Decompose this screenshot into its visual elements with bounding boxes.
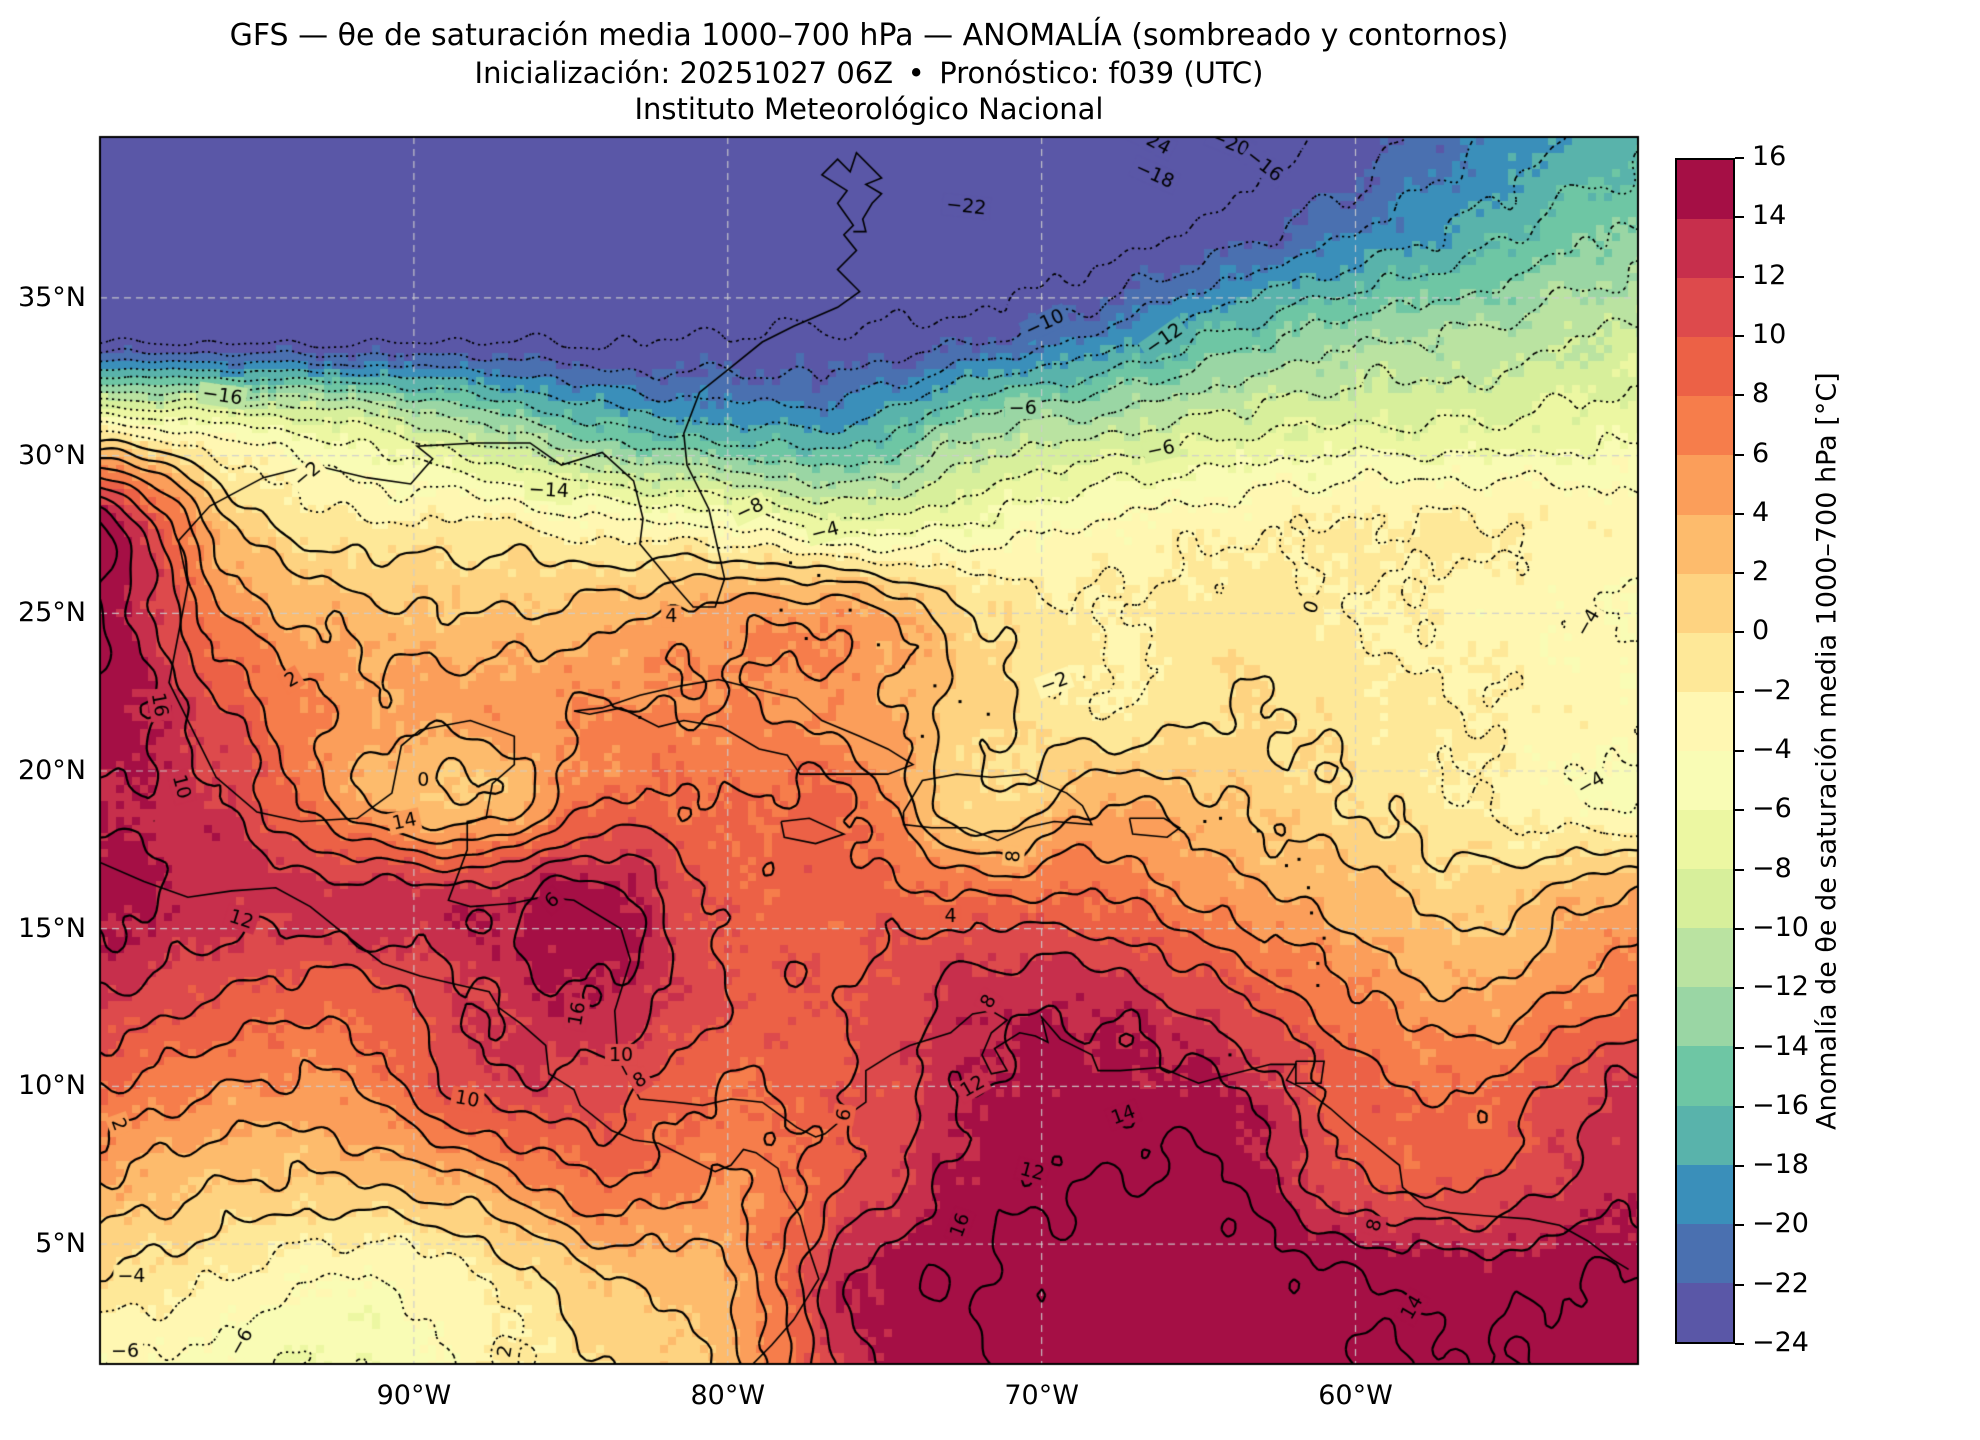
colorbar-tick-label: 6 <box>1752 437 1770 469</box>
colorbar-tick-label: −22 <box>1752 1267 1809 1299</box>
colorbar-tick-mark <box>1735 216 1744 219</box>
colorbar-tick-label: 14 <box>1752 200 1787 232</box>
colorbar-tick-label: 2 <box>1752 556 1770 588</box>
colorbar-segment <box>1677 160 1733 220</box>
x-tick-label: 60°W <box>1318 1380 1393 1411</box>
colorbar-tick-mark <box>1735 1283 1744 1286</box>
colorbar-segment <box>1677 337 1733 397</box>
colorbar-segment <box>1677 869 1733 929</box>
colorbar-segment <box>1677 750 1733 811</box>
colorbar <box>1675 158 1735 1344</box>
x-tick-label: 90°W <box>376 1380 452 1411</box>
colorbar-segment <box>1677 278 1733 338</box>
colorbar-tick-mark <box>1735 1343 1744 1345</box>
colorbar-segment <box>1677 219 1733 279</box>
colorbar-tick-mark <box>1735 394 1744 397</box>
colorbar-tick-mark <box>1735 631 1744 634</box>
colorbar-segment <box>1677 455 1733 515</box>
colorbar-tick-mark <box>1735 512 1744 515</box>
colorbar-segment <box>1677 632 1733 692</box>
colorbar-tick-label: −20 <box>1752 1208 1809 1240</box>
colorbar-segment <box>1677 1282 1733 1342</box>
colorbar-segment <box>1677 1046 1733 1106</box>
colorbar-tick-label: −24 <box>1752 1327 1809 1358</box>
colorbar-tick-mark <box>1735 1165 1744 1168</box>
colorbar-tick-mark <box>1735 334 1744 337</box>
colorbar-segment <box>1677 1105 1733 1165</box>
colorbar-tick-mark <box>1735 868 1744 871</box>
colorbar-tick-label: −8 <box>1752 852 1792 884</box>
colorbar-tick-mark <box>1735 1105 1744 1108</box>
colorbar-tick-label: −6 <box>1752 793 1792 825</box>
colorbar-tick-label: 0 <box>1752 615 1770 647</box>
colorbar-tick-mark <box>1735 453 1744 456</box>
y-tick-label: 35°N <box>17 281 86 313</box>
colorbar-tick-label: −4 <box>1752 734 1792 765</box>
colorbar-segment <box>1677 514 1733 574</box>
y-tick-label: 10°N <box>17 1070 86 1102</box>
colorbar-label: Anomalía de θe de saturación media 1000–… <box>1811 372 1843 1130</box>
colorbar-tick-label: 8 <box>1752 378 1770 410</box>
colorbar-tick-mark <box>1735 275 1744 278</box>
colorbar-tick-mark <box>1735 572 1744 575</box>
colorbar-tick-label: −12 <box>1752 971 1809 1003</box>
colorbar-segment <box>1677 810 1733 870</box>
y-tick-label: 25°N <box>17 597 86 629</box>
colorbar-segment <box>1677 928 1733 988</box>
colorbar-segment <box>1677 691 1733 751</box>
colorbar-tick-label: −14 <box>1752 1030 1809 1062</box>
colorbar-tick-label: 4 <box>1752 496 1770 528</box>
colorbar-tick-mark <box>1735 750 1744 752</box>
colorbar-tick-mark <box>1735 1046 1744 1049</box>
colorbar-tick-mark <box>1735 157 1744 159</box>
colorbar-tick-mark <box>1735 690 1744 693</box>
x-tick-label: 80°W <box>690 1380 766 1411</box>
colorbar-segment <box>1677 573 1733 633</box>
colorbar-segment <box>1677 1164 1733 1224</box>
colorbar-tick-mark <box>1735 927 1744 930</box>
colorbar-tick-label: −2 <box>1752 674 1792 706</box>
colorbar-tick-label: −10 <box>1752 911 1809 943</box>
colorbar-segment <box>1677 1223 1733 1283</box>
colorbar-segment <box>1677 396 1733 456</box>
colorbar-tick-label: 12 <box>1752 259 1787 291</box>
colorbar-tick-mark <box>1735 987 1744 990</box>
colorbar-tick-label: 10 <box>1752 318 1787 350</box>
colorbar-tick-label: 16 <box>1752 141 1787 172</box>
colorbar-tick-mark <box>1735 809 1744 812</box>
y-tick-label: 30°N <box>17 439 86 471</box>
colorbar-segment <box>1677 987 1733 1047</box>
y-tick-label: 20°N <box>17 755 86 786</box>
colorbar-tick-label: −18 <box>1752 1149 1809 1181</box>
colorbar-tick-mark <box>1735 1224 1744 1227</box>
y-tick-label: 5°N <box>35 1228 86 1260</box>
colorbar-tick-label: −16 <box>1752 1089 1809 1121</box>
x-tick-label: 70°W <box>1004 1380 1079 1411</box>
y-tick-label: 15°N <box>17 912 86 944</box>
